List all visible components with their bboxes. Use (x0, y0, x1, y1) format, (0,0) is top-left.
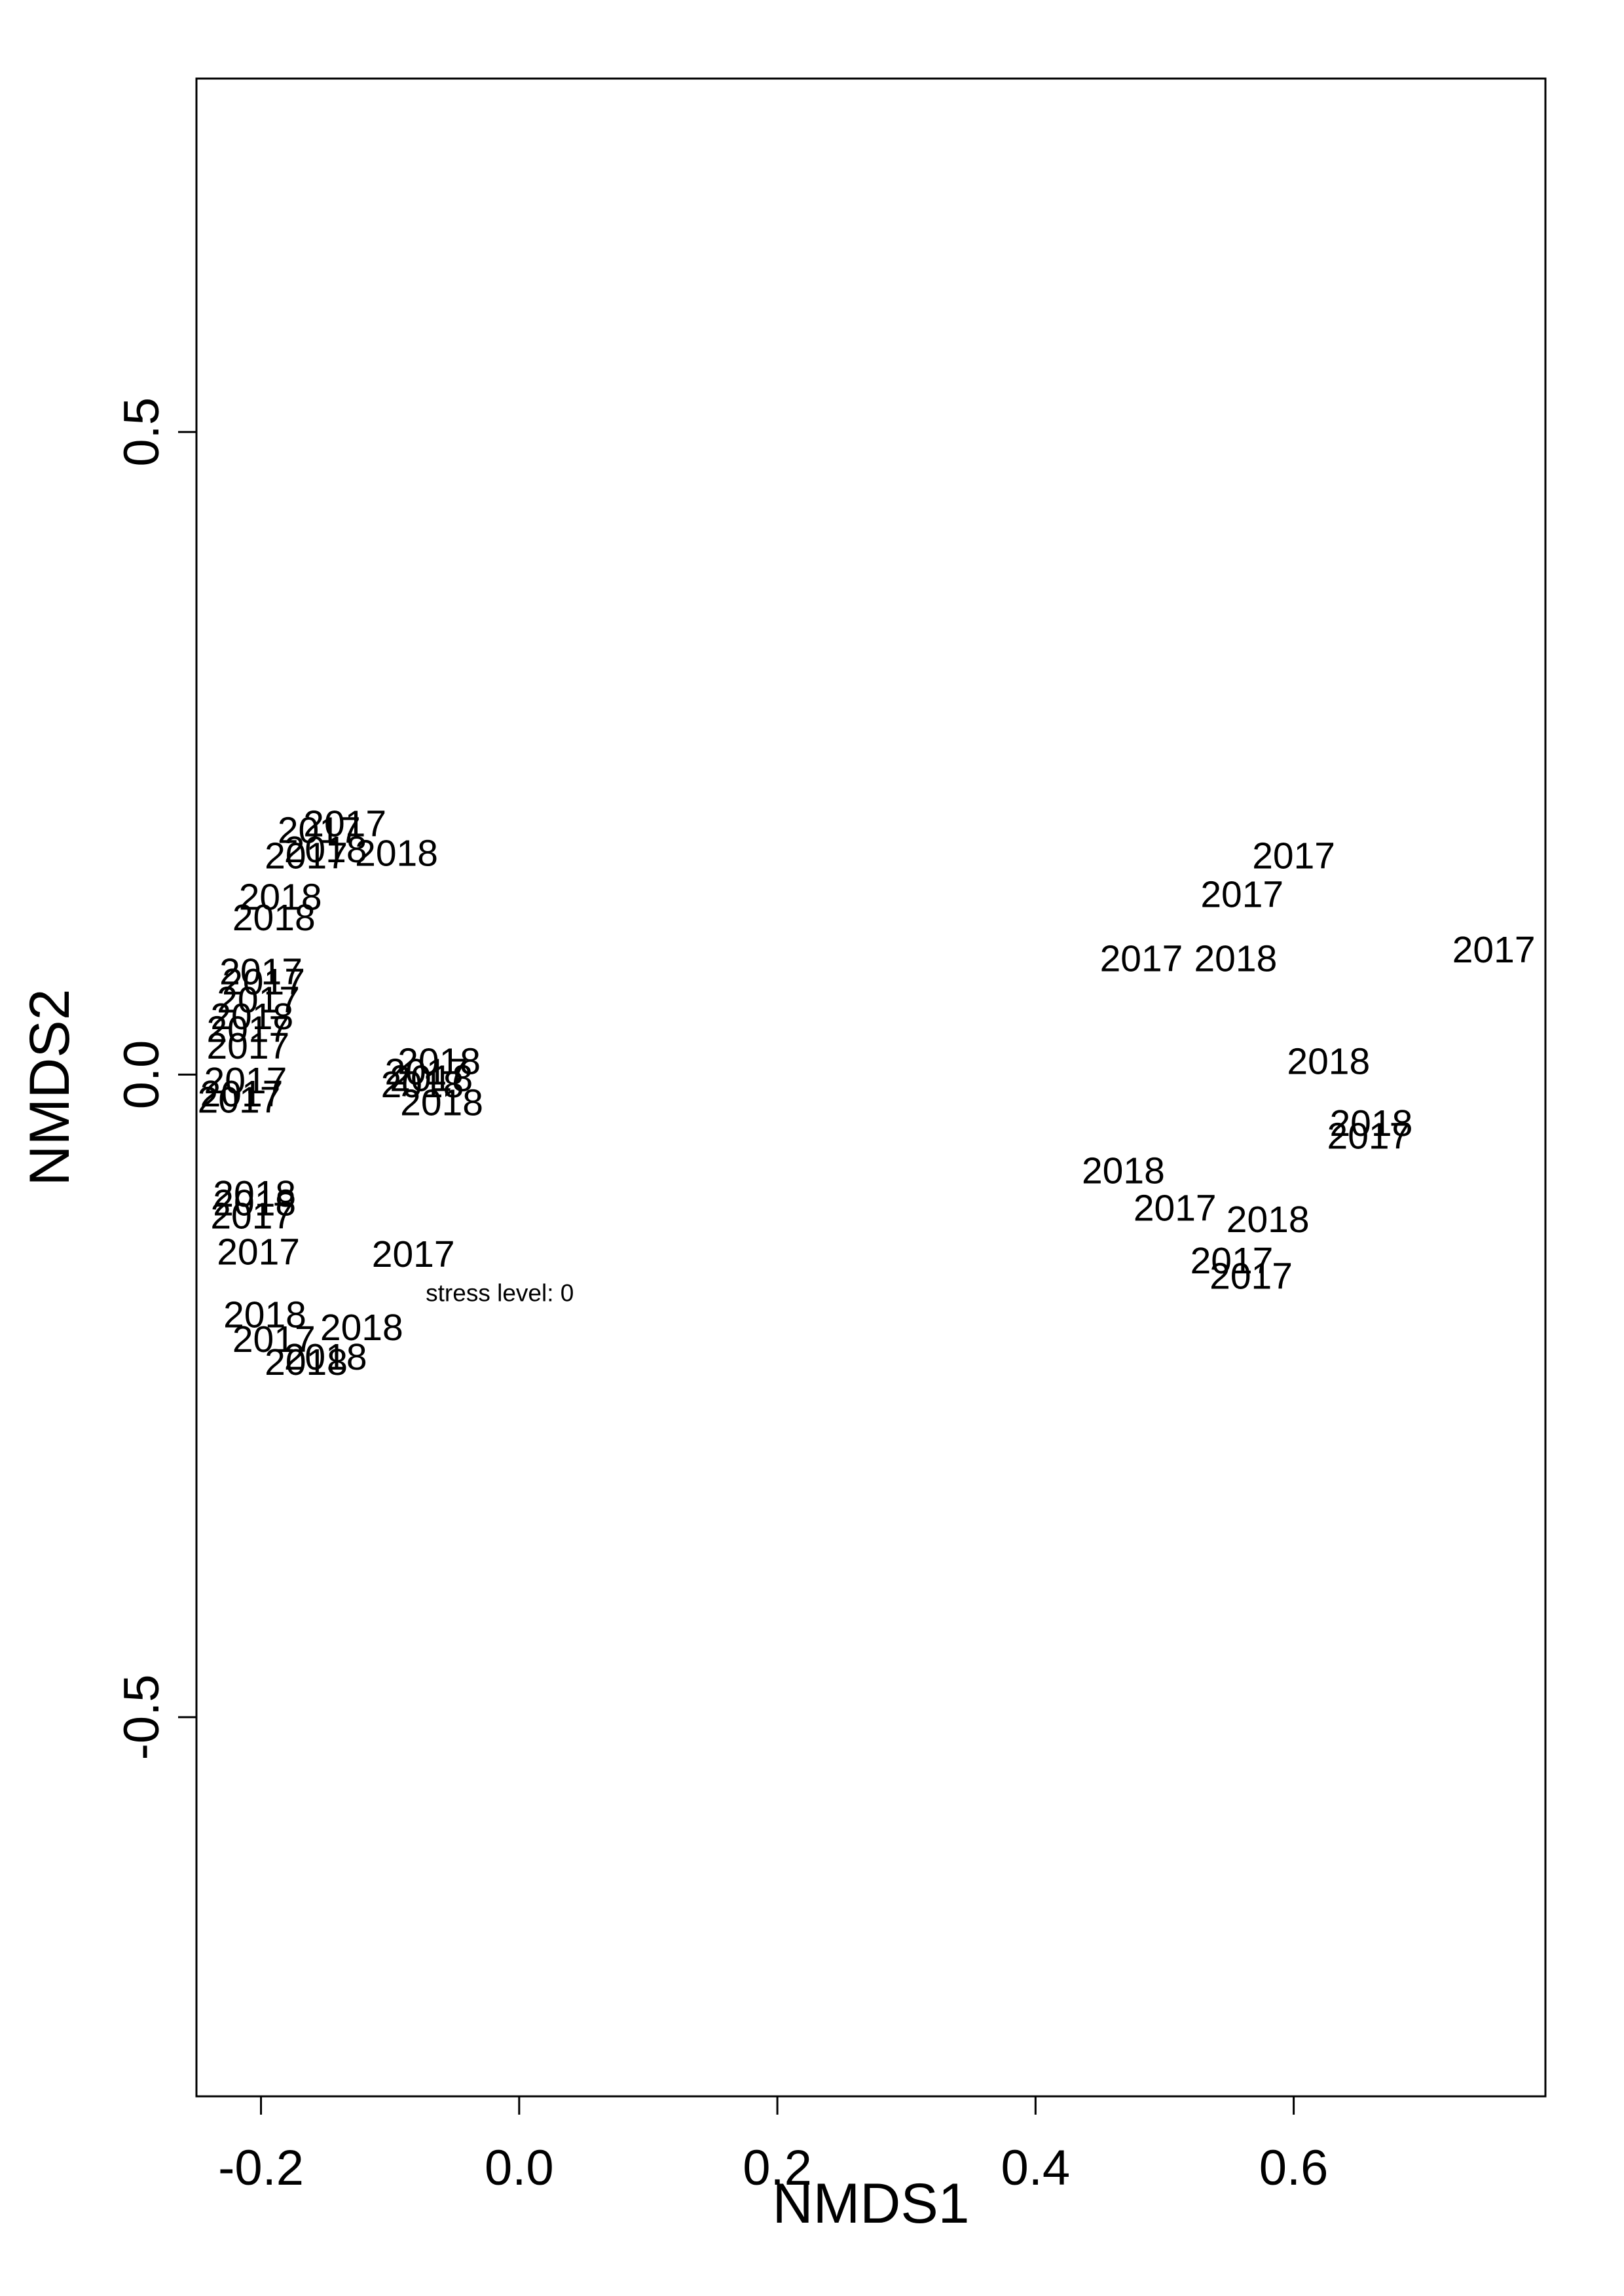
x-tick-label: 0.2 (743, 2140, 812, 2196)
site-point-label: 2018 (1082, 1150, 1165, 1192)
site-point-label: 2018 (1194, 938, 1277, 980)
site-point-label: 2017 (1252, 835, 1335, 877)
site-point-label: 2017 (1134, 1188, 1217, 1230)
y-tick-label: -0.5 (114, 1674, 170, 1760)
site-point-label: 2018 (284, 1336, 367, 1378)
site-point-label: 2017 (1200, 874, 1283, 916)
site-point-label: 2017 (384, 1051, 468, 1093)
x-tick-label: -0.2 (218, 2140, 304, 2196)
site-point-label: 2017 (200, 1073, 284, 1115)
y-tick-label: 0.5 (114, 397, 170, 467)
site-point-label: 2018 (210, 996, 293, 1038)
site-point-label: 2018 (213, 1182, 296, 1224)
site-point-label: 2018 (381, 1064, 464, 1106)
site-point-label: 2017 (232, 1319, 316, 1360)
site-point-label: 2018 (397, 1041, 481, 1083)
site-point-label: 2017 (198, 1080, 281, 1121)
site-point-label: 2017 (206, 1025, 289, 1067)
x-axis-title: NMDS1 (772, 2172, 969, 2235)
site-point-label: 2017 (206, 1009, 289, 1051)
site-point-label: 2017 (303, 803, 386, 845)
site-point-label: 2017 (217, 1231, 300, 1273)
site-point-label: 2017 (217, 979, 300, 1021)
stress-annotation: stress level: 0 (426, 1280, 574, 1307)
site-point-label: 2017 (204, 1060, 287, 1102)
site-point-label: 2018 (390, 1057, 473, 1099)
site-point-label: 2018 (355, 833, 438, 875)
x-axis: -0.2 0.0 0.2 0.4 0.6 (218, 2095, 1329, 2196)
site-point-label: 2017 (1100, 938, 1183, 980)
site-point-label: 2018 (213, 1173, 296, 1215)
x-tick-label: 0.4 (1001, 2140, 1071, 2196)
y-tick-label: 0.0 (114, 1040, 170, 1110)
site-point-label: 2018 (320, 1307, 403, 1349)
site-point-label: 2017 (1209, 1256, 1293, 1298)
site-point-label: 2018 (1329, 1102, 1412, 1144)
x-tick-label: 0.6 (1259, 2140, 1329, 2196)
site-point-label: 2017 (278, 809, 361, 851)
site-point-label: 2018 (400, 1082, 483, 1124)
site-point-label: 2017 (222, 961, 305, 1003)
site-point-label: 2017 (1327, 1116, 1411, 1157)
site-point-label: 2018 (1287, 1041, 1370, 1083)
y-axis: -0.5 0.0 0.5 (114, 397, 198, 1760)
site-point-label: 2018 (239, 876, 322, 918)
site-point-label: 2018 (223, 1294, 306, 1336)
site-point-label: 2017 (210, 1195, 293, 1237)
site-point-label: 2018 (284, 829, 367, 871)
site-point-label: 2017 (372, 1233, 455, 1275)
site-point-label: 2017 (265, 835, 348, 877)
site-point-label: 2018 (1227, 1199, 1310, 1241)
y-axis-title: NMDS2 (18, 989, 81, 1186)
x-tick-label: 0.0 (485, 2140, 554, 2196)
site-point-label: 2017 (219, 951, 303, 993)
site-point-label: 2018 (265, 1341, 348, 1383)
site-point-label: 2017 (1190, 1240, 1274, 1282)
site-point-label: 2017 (1452, 929, 1536, 971)
site-point-label: 2018 (232, 897, 316, 939)
